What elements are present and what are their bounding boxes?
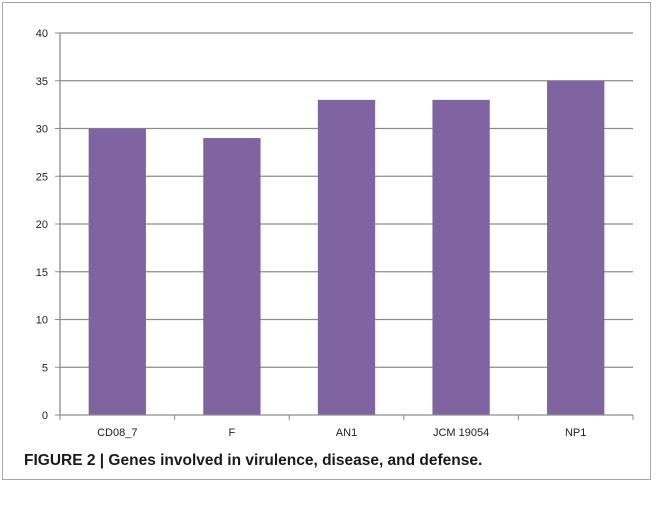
- bar: [432, 99, 490, 415]
- bars: [88, 80, 605, 416]
- y-tick-label: 30: [36, 124, 48, 136]
- x-tick-label: NP1: [565, 427, 586, 439]
- x-tick-label: CD08_7: [97, 427, 137, 439]
- x-tick-label: JCM 19054: [433, 427, 489, 439]
- y-tick-label: 10: [36, 315, 48, 327]
- y-tick-label: 40: [36, 28, 48, 40]
- figure-caption: FIGURE 2 | Genes involved in virulence, …: [24, 452, 483, 469]
- x-tick-labels: CD08_7 F AN1 JCM 19054 NP1: [97, 427, 586, 439]
- y-tick-label: 35: [36, 76, 48, 88]
- y-tick-label: 25: [36, 171, 48, 183]
- y-tick-labels: 0 5 10 15 20 25 30 35 40: [36, 28, 48, 422]
- axes: [55, 32, 634, 420]
- bar: [317, 99, 376, 415]
- bar: [203, 138, 261, 416]
- bar: [547, 80, 605, 415]
- x-tick-label: F: [229, 427, 236, 439]
- y-tick-label: 0: [42, 410, 48, 422]
- y-tick-label: 20: [36, 219, 48, 231]
- bar: [88, 128, 146, 415]
- x-tick-label: AN1: [336, 427, 357, 439]
- y-tick-label: 5: [42, 362, 48, 374]
- y-tick-label: 15: [36, 267, 48, 279]
